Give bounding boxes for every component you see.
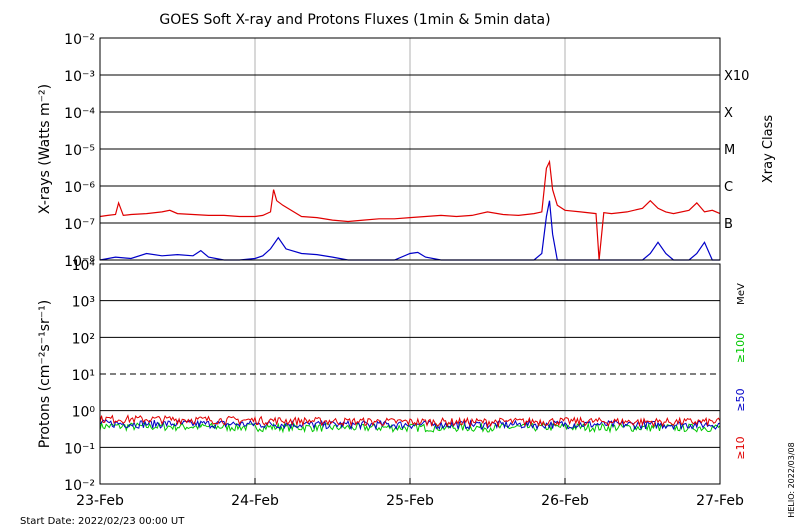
xray-class-axis-title: Xray Class xyxy=(761,115,776,183)
xray-gridlines xyxy=(100,38,720,260)
proton-legend-entry: ≥100 xyxy=(734,333,747,363)
proton-flux-line xyxy=(99,421,721,434)
xray-y-tick-label: 10⁻⁵ xyxy=(64,143,95,159)
chart-title: GOES Soft X-ray and Protons Fluxes (1min… xyxy=(159,12,550,28)
proton-legend-entry: ≥10 xyxy=(734,436,747,459)
xray-class-labels: B C M X X10 xyxy=(724,69,749,232)
xray-plot-frame xyxy=(99,37,721,261)
proton-series xyxy=(99,414,721,434)
proton-y-tick-label: 10⁴ xyxy=(72,258,96,274)
x-tick-label: 26-Feb xyxy=(541,493,589,509)
proton-y-tick-label: 10² xyxy=(72,331,95,347)
xray-class-label: B xyxy=(724,217,733,232)
proton-panel: 10⁻² 10⁻¹ 10⁰ 10¹ 10² 10³ 10⁴ Protons (cm⁻²s⁻¹… xyxy=(37,258,747,494)
xray-y-tick-label: 10⁻² xyxy=(64,32,95,48)
xray-y-tick-label: 10⁻³ xyxy=(64,69,95,85)
proton-gridlines xyxy=(100,264,720,484)
proton-flux-line xyxy=(99,419,721,431)
start-date-label: Start Date: 2022/02/23 00:00 UT xyxy=(20,516,185,527)
x-tick-label: 27-Feb xyxy=(696,493,744,509)
proton-y-tick-label: 10⁻² xyxy=(64,478,95,494)
proton-y-axis-label: Protons (cm⁻²s⁻¹sr⁻¹) xyxy=(37,300,53,449)
mev-axis-title: MeV xyxy=(736,283,747,305)
x-tick-label: 25-Feb xyxy=(386,493,434,509)
proton-y-tick-labels: 10⁻² 10⁻¹ 10⁰ 10¹ 10² 10³ 10⁴ xyxy=(64,258,95,494)
proton-y-tick-label: 10⁻¹ xyxy=(64,441,95,457)
xray-y-tick-label: 10⁻⁴ xyxy=(64,106,95,122)
proton-y-tick-label: 10⁰ xyxy=(72,405,96,421)
xray-class-label: X xyxy=(724,106,733,121)
xray-panel: 10⁻⁸ 10⁻⁷ 10⁻⁶ 10⁻⁵ 10⁻⁴ 10⁻³ 10⁻² B C M X X10 X-r… xyxy=(37,32,776,270)
proton-legend-entry: ≥50 xyxy=(734,388,747,411)
x-tick-label: 24-Feb xyxy=(231,493,279,509)
xray-y-axis-label: X-rays (Watts m⁻²) xyxy=(37,84,53,214)
xray-class-label: C xyxy=(724,180,733,195)
helio-credit-label: HELIO: 2022/03/08 xyxy=(787,442,796,517)
proton-y-tick-label: 10¹ xyxy=(72,368,95,384)
proton-y-tick-label: 10³ xyxy=(72,295,95,311)
xray-class-label: X10 xyxy=(724,69,749,84)
xray-y-tick-label: 10⁻⁷ xyxy=(64,217,95,233)
xray-class-label: M xyxy=(724,143,735,158)
x-tick-label: 23-Feb xyxy=(76,493,124,509)
xray-y-tick-label: 10⁻⁶ xyxy=(64,180,95,196)
proton-energy-legend: ≥10 ≥50 ≥100 xyxy=(734,333,747,460)
x-tick-labels: 23-Feb 24-Feb 25-Feb 26-Feb 27-Feb xyxy=(76,478,744,509)
xray-flux-line xyxy=(99,159,721,261)
xray-y-tick-labels: 10⁻⁸ 10⁻⁷ 10⁻⁶ 10⁻⁵ 10⁻⁴ 10⁻³ 10⁻² xyxy=(64,32,95,270)
proton-flux-line xyxy=(99,414,721,429)
xray-y-tick-label: 10⁻⁸ xyxy=(64,254,95,270)
